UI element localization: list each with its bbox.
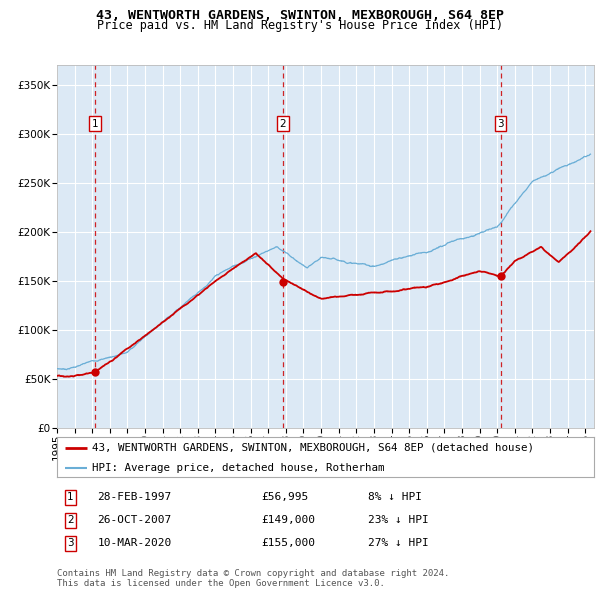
Text: 8% ↓ HPI: 8% ↓ HPI: [368, 492, 422, 502]
Text: 2: 2: [280, 119, 286, 129]
Text: 1: 1: [67, 492, 74, 502]
Text: 3: 3: [497, 119, 504, 129]
Text: 43, WENTWORTH GARDENS, SWINTON, MEXBOROUGH, S64 8EP (detached house): 43, WENTWORTH GARDENS, SWINTON, MEXBOROU…: [92, 443, 534, 453]
Text: Contains HM Land Registry data © Crown copyright and database right 2024.
This d: Contains HM Land Registry data © Crown c…: [57, 569, 449, 588]
Text: 28-FEB-1997: 28-FEB-1997: [97, 492, 172, 502]
Text: 10-MAR-2020: 10-MAR-2020: [97, 538, 172, 548]
Text: 1: 1: [92, 119, 98, 129]
Text: 43, WENTWORTH GARDENS, SWINTON, MEXBOROUGH, S64 8EP: 43, WENTWORTH GARDENS, SWINTON, MEXBOROU…: [96, 9, 504, 22]
Text: 2: 2: [67, 515, 74, 525]
Text: £149,000: £149,000: [261, 515, 315, 525]
Text: HPI: Average price, detached house, Rotherham: HPI: Average price, detached house, Roth…: [92, 463, 385, 473]
Text: £56,995: £56,995: [261, 492, 308, 502]
Text: 3: 3: [67, 538, 74, 548]
Text: 23% ↓ HPI: 23% ↓ HPI: [368, 515, 429, 525]
Text: £155,000: £155,000: [261, 538, 315, 548]
Text: 26-OCT-2007: 26-OCT-2007: [97, 515, 172, 525]
Text: 27% ↓ HPI: 27% ↓ HPI: [368, 538, 429, 548]
Text: Price paid vs. HM Land Registry's House Price Index (HPI): Price paid vs. HM Land Registry's House …: [97, 19, 503, 32]
